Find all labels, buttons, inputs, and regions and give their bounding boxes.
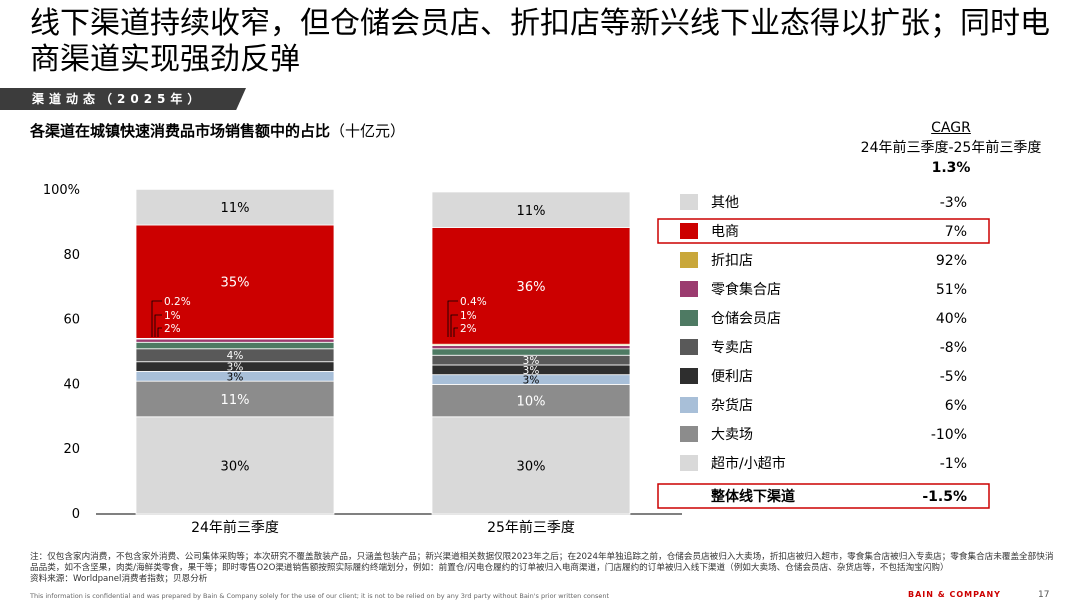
y-tick-label: 0 bbox=[72, 507, 80, 522]
legend-swatch bbox=[680, 397, 698, 413]
cagr-value: -3% bbox=[940, 195, 967, 211]
bar-segment bbox=[135, 341, 335, 350]
data-label: 11% bbox=[221, 201, 250, 216]
highlight-box bbox=[657, 218, 990, 244]
data-label: 4% bbox=[227, 350, 244, 362]
legend-label: 电商 bbox=[711, 224, 739, 240]
bar-segment bbox=[431, 345, 631, 350]
section-label-text: 渠道动态（2025年） bbox=[32, 92, 205, 106]
bar-segment bbox=[135, 188, 335, 226]
section-label: 渠道动态（2025年） bbox=[0, 88, 246, 110]
cagr-value: 40% bbox=[936, 311, 967, 327]
legend-swatch bbox=[680, 252, 698, 268]
legend-swatch bbox=[680, 339, 698, 355]
callout-line bbox=[154, 314, 162, 337]
chart-subtitle: 各渠道在城镇快速消费品市场销售额中的占比（十亿元） bbox=[30, 120, 405, 141]
y-tick-label: 40 bbox=[63, 377, 80, 392]
callout-label: 0.2% bbox=[164, 296, 191, 308]
cagr-value: 6% bbox=[945, 398, 967, 414]
highlight-box bbox=[657, 483, 990, 509]
legend-swatch bbox=[680, 281, 698, 297]
bar-segment bbox=[431, 227, 631, 345]
bar-segment bbox=[431, 416, 631, 515]
x-tick-label: 25年前三季度 bbox=[487, 519, 575, 536]
legend-swatch bbox=[680, 455, 698, 471]
data-label: 35% bbox=[221, 276, 250, 291]
legend-label: 杂货店 bbox=[711, 397, 753, 414]
footnote: 注：仅包含家内消费，不包含家外消费、公司集体采购等；本次研究不覆盖散装产品，只涵… bbox=[30, 552, 1060, 584]
data-label: 10% bbox=[517, 395, 546, 410]
legend-label: 超市/小超市 bbox=[711, 455, 786, 472]
confidential-notice: This information is confidential and was… bbox=[30, 592, 610, 600]
bar-segment bbox=[431, 383, 631, 418]
chart-subtitle-unit: （十亿元） bbox=[330, 122, 406, 140]
y-tick-label: 60 bbox=[63, 313, 80, 328]
data-label: 3% bbox=[227, 371, 244, 383]
callout-label: 1% bbox=[164, 310, 181, 322]
legend-swatch bbox=[680, 426, 698, 442]
data-label: 30% bbox=[221, 459, 250, 474]
cagr-value: -8% bbox=[940, 340, 967, 356]
legend-label: 其他 bbox=[711, 195, 739, 211]
bar-segment bbox=[431, 191, 631, 228]
cagr-value: -5% bbox=[940, 369, 967, 385]
callout-label: 0.4% bbox=[460, 296, 487, 308]
data-label: 11% bbox=[517, 204, 546, 219]
legend-label: 大卖场 bbox=[711, 427, 753, 443]
data-label: 3% bbox=[523, 375, 540, 387]
total-row-label: 整体线下渠道 bbox=[710, 488, 795, 505]
legend-swatch bbox=[680, 223, 698, 239]
legend-label: 专卖店 bbox=[711, 340, 753, 356]
page-number: 17 bbox=[1038, 590, 1050, 600]
data-label: 3% bbox=[227, 362, 244, 374]
legend-label: 便利店 bbox=[711, 369, 753, 385]
cagr-label: CAGR bbox=[931, 120, 971, 136]
callout-line bbox=[151, 300, 162, 337]
data-label: 30% bbox=[517, 459, 546, 474]
callout-line bbox=[157, 327, 162, 337]
legend-swatch bbox=[680, 194, 698, 210]
y-tick-label: 100% bbox=[43, 183, 80, 198]
legend-label: 折扣店 bbox=[711, 253, 753, 269]
callout-line bbox=[453, 327, 458, 337]
cagr-header: CAGR 24年前三季度-25年前三季度 1.3% bbox=[846, 118, 1056, 178]
bar-segment bbox=[135, 416, 335, 515]
callout-label: 2% bbox=[164, 323, 181, 335]
y-tick-label: 20 bbox=[63, 442, 80, 457]
footnote-note: 注：仅包含家内消费，不包含家外消费、公司集体采购等；本次研究不覆盖散装产品，只涵… bbox=[30, 552, 1054, 573]
bar-segment bbox=[135, 338, 335, 343]
data-label: 3% bbox=[523, 365, 540, 377]
legend-swatch bbox=[680, 368, 698, 384]
callout-label: 1% bbox=[460, 310, 477, 322]
cagr-period: 24年前三季度-25年前三季度 bbox=[860, 140, 1042, 156]
chart-subtitle-text: 各渠道在城镇快速消费品市场销售额中的占比 bbox=[30, 122, 331, 140]
cagr-overall: 1.3% bbox=[931, 160, 971, 176]
callout-line bbox=[450, 314, 458, 337]
total-row-cagr: -1.5% bbox=[922, 489, 967, 505]
page-title: 线下渠道持续收窄，但仓储会员店、折扣店等新兴线下业态得以扩张；同时电商渠道实现强… bbox=[30, 6, 1050, 77]
footnote-source: 资料来源：Worldpanel消费者指数；贝恩分析 bbox=[30, 573, 208, 584]
cagr-value: 7% bbox=[945, 224, 967, 240]
y-tick-label: 80 bbox=[63, 248, 80, 263]
brand-logo: BAIN & COMPANY bbox=[908, 590, 1001, 599]
cagr-value: 92% bbox=[936, 253, 967, 269]
data-label: 11% bbox=[221, 393, 250, 408]
cagr-value: -1% bbox=[940, 456, 967, 472]
legend-swatch bbox=[680, 310, 698, 326]
data-label: 36% bbox=[517, 280, 546, 295]
legend-label: 零食集合店 bbox=[711, 281, 781, 298]
callout-label: 2% bbox=[460, 323, 477, 335]
legend-label: 仓储会员店 bbox=[711, 311, 781, 327]
cagr-value: -10% bbox=[931, 427, 967, 443]
x-tick-label: 24年前三季度 bbox=[191, 519, 279, 536]
callout-line bbox=[447, 300, 458, 337]
bar-segment bbox=[135, 380, 335, 418]
cagr-value: 51% bbox=[936, 282, 967, 298]
bar-segment bbox=[135, 224, 335, 339]
data-label: 3% bbox=[523, 355, 540, 367]
